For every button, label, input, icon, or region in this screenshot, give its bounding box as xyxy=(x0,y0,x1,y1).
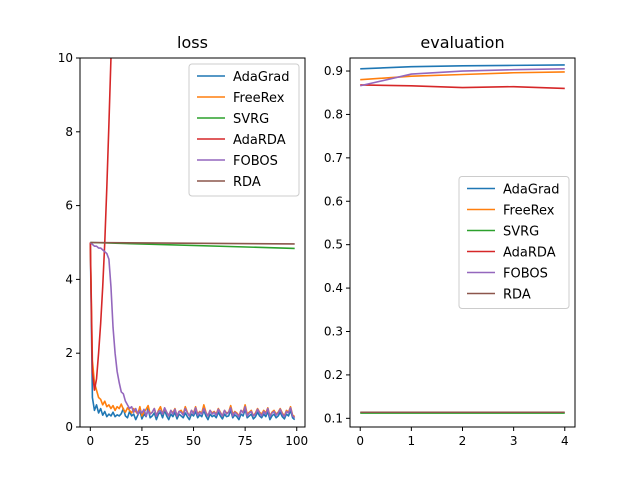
evaluation-y-tick-label: 0.7 xyxy=(324,151,343,165)
evaluation-series-adagrad-line xyxy=(360,64,565,70)
loss-y-tick-label: 8 xyxy=(65,125,73,139)
evaluation-chart: evaluation 0 1 2 3 4 0.1 0.2 0.3 0.4 0.5 0.6 0.7 0.8 0… xyxy=(324,33,576,448)
evaluation-y-tick-label: 0.2 xyxy=(324,368,343,382)
loss-plot-frame xyxy=(79,57,306,428)
evaluation-y-tick-label: 0.9 xyxy=(324,64,343,78)
loss-legend-label-rda: RDA xyxy=(233,175,261,190)
evaluation-y-tick-label: 0.8 xyxy=(324,107,343,121)
evaluation-legend: AdaGrad FreeRex SVRG AdaRDA FOBOS RDA xyxy=(458,176,570,309)
evaluation-x-tick-label: 1 xyxy=(408,434,416,448)
loss-legend-label-svrg: SVRG xyxy=(233,112,269,127)
evaluation-series-adarda-line xyxy=(360,84,565,90)
loss-chart-title: loss xyxy=(177,33,208,52)
evaluation-y-tick-label: 0.4 xyxy=(324,281,343,295)
evaluation-legend-label-adarda: AdaRDA xyxy=(503,246,556,261)
loss-x-tick-label: 75 xyxy=(237,434,252,448)
evaluation-legend-label-rda: RDA xyxy=(503,288,531,303)
loss-legend-label-adagrad: AdaGrad xyxy=(233,70,290,85)
loss-legend: AdaGrad FreeRex SVRG AdaRDA FOBOS RDA xyxy=(188,63,300,197)
evaluation-x-tick-label: 0 xyxy=(356,434,364,448)
evaluation-y-tick-label: 0.5 xyxy=(324,238,343,252)
evaluation-x-tick-label: 3 xyxy=(510,434,518,448)
loss-x-tick-label: 100 xyxy=(285,434,308,448)
loss-y-tick-label: 6 xyxy=(65,199,73,213)
loss-series-fobos-line xyxy=(89,241,296,419)
loss-x-tick-label: 0 xyxy=(87,434,95,448)
loss-series-adagrad-line xyxy=(89,242,296,421)
evaluation-series-group xyxy=(360,64,565,414)
loss-y-tick-label: 10 xyxy=(58,51,73,65)
evaluation-x-tick-label: 4 xyxy=(561,434,569,448)
evaluation-legend-label-freerex: FreeRex xyxy=(503,204,555,219)
evaluation-x-tick-label: 2 xyxy=(459,434,467,448)
loss-x-tick-label: 50 xyxy=(186,434,201,448)
evaluation-y-tick-label: 0.1 xyxy=(324,411,343,425)
loss-x-tick-label: 25 xyxy=(134,434,149,448)
evaluation-legend-label-adagrad: AdaGrad xyxy=(503,183,560,198)
loss-y-tick-label: 0 xyxy=(65,420,73,434)
loss-series-rda-line xyxy=(90,241,295,245)
evaluation-legend-label-svrg: SVRG xyxy=(503,225,539,240)
loss-series-group xyxy=(89,58,296,421)
evaluation-y-tick-label: 0.6 xyxy=(324,194,343,208)
loss-legend-label-fobos: FOBOS xyxy=(233,154,278,169)
loss-series-adarda-line xyxy=(89,58,112,391)
evaluation-legend-label-fobos: FOBOS xyxy=(503,267,548,282)
loss-y-tick-label: 4 xyxy=(65,272,73,286)
evaluation-y-tick-label: 0.3 xyxy=(324,324,343,338)
loss-legend-label-freerex: FreeRex xyxy=(233,91,285,106)
loss-legend-label-adarda: AdaRDA xyxy=(233,133,286,148)
evaluation-chart-title: evaluation xyxy=(420,33,504,52)
loss-y-tick-label: 2 xyxy=(65,346,73,360)
evaluation-series-fobos-line xyxy=(360,68,565,87)
